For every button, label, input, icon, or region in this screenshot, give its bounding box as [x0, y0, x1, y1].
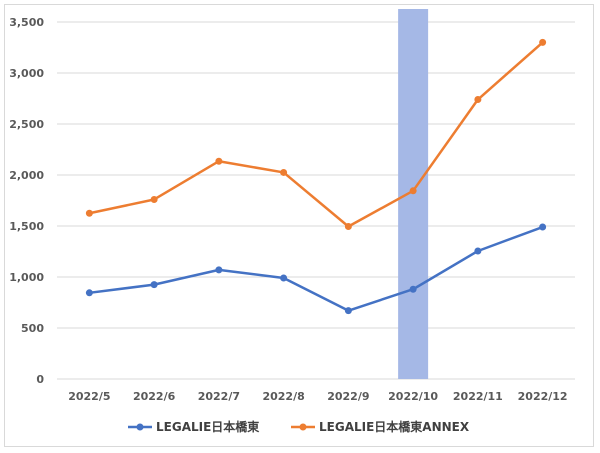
gridlines — [57, 21, 575, 380]
series-layer — [85, 38, 547, 315]
data-point[interactable] — [409, 187, 417, 195]
x-tick-label: 2022/11 — [453, 390, 503, 403]
data-point[interactable] — [280, 168, 288, 176]
legend-item-1[interactable]: LEGALIE日本橋東ANNEX — [291, 419, 470, 434]
x-tick-label: 2022/5 — [68, 390, 110, 403]
y-tick-label: 3,000 — [9, 67, 44, 80]
series-line — [88, 225, 544, 312]
series-0 — [85, 223, 547, 315]
x-tick-label: 2022/9 — [327, 390, 369, 403]
x-tick-label: 2022/8 — [262, 390, 304, 403]
data-point[interactable] — [539, 38, 547, 46]
data-point[interactable] — [215, 266, 223, 274]
data-point[interactable] — [85, 289, 93, 297]
legend-swatch-marker — [136, 423, 144, 431]
y-axis-ticks: 0 500 1,000 1,500 2,000 2,500 3,000 3,500 — [9, 16, 44, 386]
data-point[interactable] — [474, 247, 482, 255]
data-point[interactable] — [85, 209, 93, 217]
legend-label: LEGALIE日本橋東 — [156, 419, 259, 434]
x-tick-label: 2022/12 — [518, 390, 568, 403]
data-point[interactable] — [539, 223, 547, 231]
legend: LEGALIE日本橋東 LEGALIE日本橋東ANNEX — [128, 419, 470, 434]
x-axis-ticks: 2022/5 2022/6 2022/7 2022/8 2022/9 2022/10 202… — [68, 390, 567, 403]
legend-label: LEGALIE日本橋東ANNEX — [319, 419, 470, 434]
y-tick-label: 2,000 — [9, 169, 44, 182]
y-tick-label: 3,500 — [9, 16, 44, 29]
y-tick-label: 0 — [36, 373, 44, 386]
data-point[interactable] — [344, 307, 352, 315]
data-point[interactable] — [215, 157, 223, 165]
y-tick-label: 2,500 — [9, 118, 44, 131]
legend-swatch-marker — [299, 423, 307, 431]
y-tick-label: 500 — [21, 322, 44, 335]
series-line — [88, 41, 544, 228]
y-tick-label: 1,500 — [9, 220, 44, 233]
data-point[interactable] — [474, 96, 482, 104]
data-point[interactable] — [344, 223, 352, 231]
legend-item-0[interactable]: LEGALIE日本橋東 — [128, 419, 259, 434]
x-tick-label: 2022/7 — [198, 390, 240, 403]
data-point[interactable] — [150, 281, 158, 289]
series-1 — [85, 38, 547, 231]
data-point[interactable] — [150, 195, 158, 203]
data-point[interactable] — [409, 285, 417, 293]
y-tick-label: 1,000 — [9, 271, 44, 284]
x-tick-label: 2022/6 — [133, 390, 176, 403]
data-point[interactable] — [280, 274, 288, 282]
x-tick-label: 2022/10 — [388, 390, 438, 403]
